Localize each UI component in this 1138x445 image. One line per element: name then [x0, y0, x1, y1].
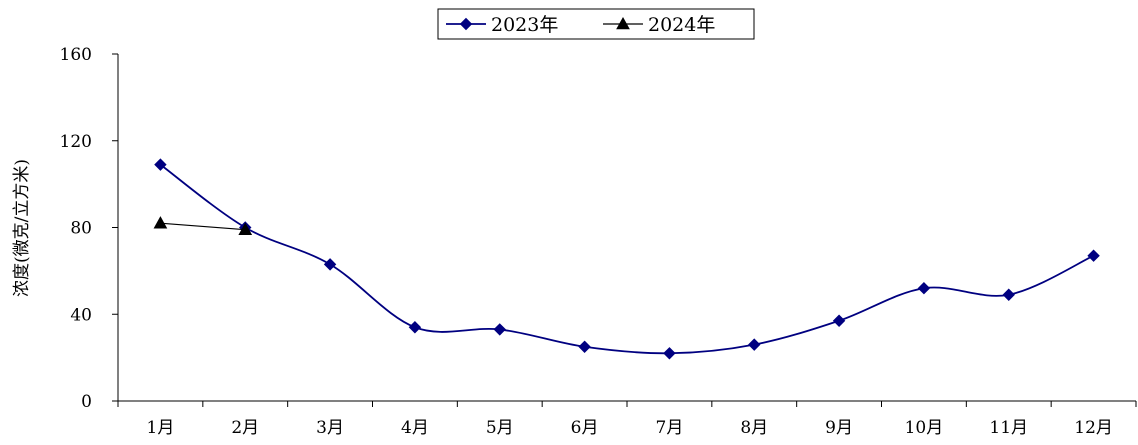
x-tick-label: 1月 — [147, 418, 175, 438]
x-tick-label: 11月 — [989, 418, 1028, 438]
legend-label: 2023年 — [491, 14, 558, 36]
legend-item: 2024年 — [603, 14, 715, 36]
data-point — [1002, 288, 1015, 301]
data-point — [748, 338, 761, 351]
data-point — [493, 323, 506, 336]
y-tick-label: 80 — [70, 219, 92, 239]
axes: 0 40 80 120 160 1月 2月 3月 4月 5月 6月 7月 8月 9月 10月 11月 12月 — [60, 45, 1137, 438]
legend-marker — [616, 16, 630, 30]
legend-marker — [459, 17, 473, 31]
legend: 2023年 2024年 — [437, 8, 755, 40]
y-tick-label: 0 — [81, 392, 92, 412]
legend-label: 2024年 — [648, 14, 715, 36]
x-tick-label: 9月 — [825, 418, 853, 438]
data-point — [832, 314, 846, 327]
legend-box — [437, 8, 755, 40]
data-point — [323, 258, 337, 271]
x-tick-label: 8月 — [740, 418, 768, 438]
y-axis-label: 浓度(微克/立方米) — [12, 159, 32, 297]
series-2 — [153, 216, 253, 235]
legend-item: 2023年 — [446, 14, 558, 36]
series-line — [159, 163, 1094, 355]
data-point — [917, 282, 931, 295]
series-layer — [153, 158, 1100, 360]
data-point — [663, 347, 676, 360]
data-point — [154, 158, 167, 171]
series-1 — [154, 158, 1100, 360]
y-tick-label: 40 — [70, 305, 92, 325]
x-tick-label: 5月 — [486, 418, 514, 438]
data-point — [1087, 249, 1100, 262]
x-tick-label: 2月 — [231, 418, 259, 438]
x-tick-label: 6月 — [571, 418, 599, 438]
data-point — [408, 321, 422, 334]
x-tick-label: 12月 — [1074, 418, 1113, 438]
data-point — [153, 216, 168, 229]
x-tick-label: 7月 — [656, 418, 684, 438]
data-point — [238, 222, 253, 235]
x-tick-label: 4月 — [401, 418, 429, 438]
data-point — [578, 340, 591, 353]
x-tick-label: 3月 — [316, 418, 344, 438]
series-line — [160, 222, 246, 231]
y-tick-label: 120 — [60, 132, 92, 152]
x-tick-label: 10月 — [905, 418, 944, 438]
y-tick-label: 160 — [60, 45, 92, 65]
